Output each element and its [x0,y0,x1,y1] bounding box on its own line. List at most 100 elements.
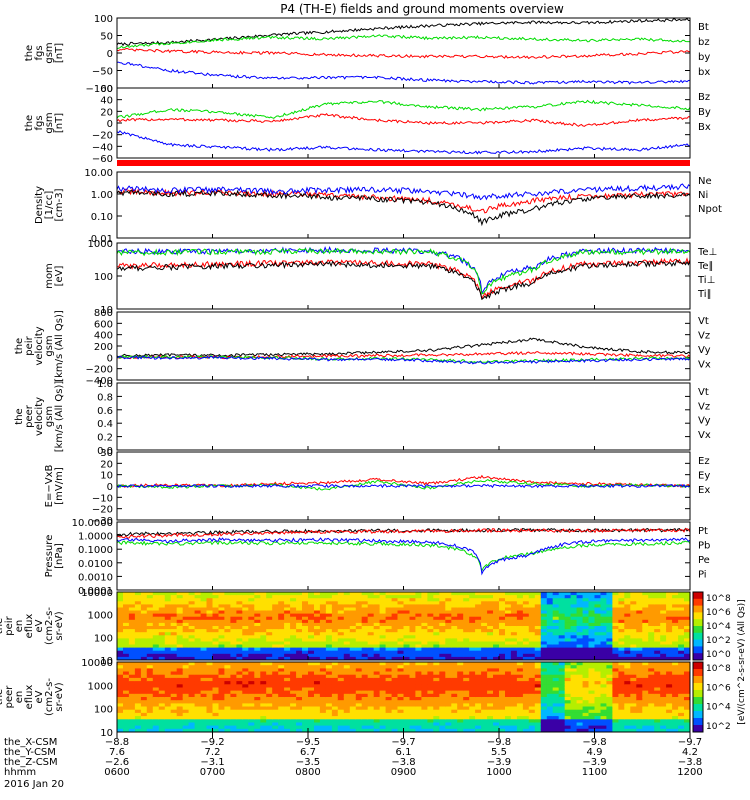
heatmap-cell [588,681,596,685]
heatmap-cell [290,687,297,692]
y-label-line: fgs [34,45,45,60]
heatmap-cell [146,641,154,646]
heatmap-cell [445,706,452,711]
heatmap-cell [516,671,524,676]
heatmap-cell [308,653,315,658]
heatmap-cell [302,693,309,698]
heatmap-cell [248,716,255,720]
heatmap-cell [349,671,357,676]
heatmap-cell [302,613,309,618]
heatmap-cell [522,674,530,679]
heatmap-cell [337,665,345,669]
heatmap-cell [242,728,249,732]
heatmap-cell [284,616,291,621]
heatmap-cell [314,650,321,655]
heatmap-cell [403,681,411,685]
heatmap-cell [594,671,602,676]
heatmap-cell [409,619,417,624]
heatmap-cell [314,644,321,649]
heatmap-cell [355,641,363,646]
y-label-line: [nT] [54,113,65,133]
heatmap-cell [624,641,631,646]
heatmap-cell [176,700,184,704]
heatmap-cell [194,706,202,711]
heatmap-cell [302,725,309,730]
heatmap-cell [564,684,572,689]
heatmap-cell [200,703,208,708]
heatmap-cell [349,619,357,624]
heatmap-cell [188,619,196,624]
colorbar-swatch [693,609,703,613]
heatmap-cell [176,665,184,669]
heatmap-cell [487,629,494,633]
y-tick-label: 0.4 [97,419,113,430]
heatmap-cell [331,632,339,636]
heatmap-cell [475,725,482,730]
heatmap-cell [588,668,596,673]
x-tick-label: −9.5 [296,737,320,748]
heatmap-cell [379,653,387,658]
heatmap-cell [331,619,339,624]
colorbar-swatch [693,656,703,661]
heatmap-cell [594,690,602,695]
heatmap-cell [248,595,255,599]
heatmap-cell [606,616,613,621]
heatmap-cell [158,671,166,676]
heatmap-cell [140,677,148,682]
heatmap-cell [314,610,321,615]
heatmap-cell [123,703,130,708]
heatmap-cell [403,716,411,720]
heatmap-cell [505,712,512,717]
heatmap-cell [367,604,375,609]
heatmap-cell [463,632,470,636]
heatmap-cell [254,641,261,646]
heatmap-cell [439,619,446,624]
heatmap-cell [337,709,345,714]
heatmap-cell [433,716,440,720]
heatmap-cell [200,626,208,630]
colorbar-tick: 10^8 [706,664,731,674]
heatmap-cell [337,607,345,612]
heatmap-cell [666,647,673,652]
heatmap-cell [534,626,542,630]
heatmap-cell [493,610,500,615]
heatmap-cell [176,653,184,658]
heatmap-cell [385,728,393,732]
heatmap-cell [134,650,142,655]
heatmap-cell [337,641,345,646]
heatmap-cell [403,665,411,669]
heatmap-cell [182,598,190,602]
heatmap-cell [499,665,506,669]
heatmap-cell [140,616,148,621]
heatmap-cell [606,709,613,714]
heatmap-cell [176,638,184,643]
heatmap-cell [487,641,494,646]
heatmap-cell [487,706,494,711]
heatmap-cell [552,650,560,655]
heatmap-cell [272,687,279,692]
heatmap-cell [499,703,506,708]
series-group [117,183,690,227]
heatmap-cell [188,638,196,643]
heatmap-cell [379,697,387,701]
heatmap-cell [678,662,685,666]
heatmap-cell [272,644,279,649]
heatmap-cell [236,650,243,655]
heatmap-cell [123,644,130,649]
heatmap-cell [128,632,136,636]
heatmap-cell [331,626,339,630]
heatmap-cell [260,671,267,676]
heatmap-cell [302,687,309,692]
heatmap-cell [194,716,202,720]
heatmap-cell [254,626,261,630]
heatmap-cell [600,719,608,724]
heatmap-cell [594,681,602,685]
heatmap-cell [361,604,369,609]
heatmap-cell [248,619,255,624]
heatmap-cell [409,653,417,658]
heatmap-cell [325,650,333,655]
heatmap-cell [493,709,500,714]
heatmap-cell [296,681,303,685]
heatmap-cell [469,619,476,624]
heatmap-cell [624,674,631,679]
